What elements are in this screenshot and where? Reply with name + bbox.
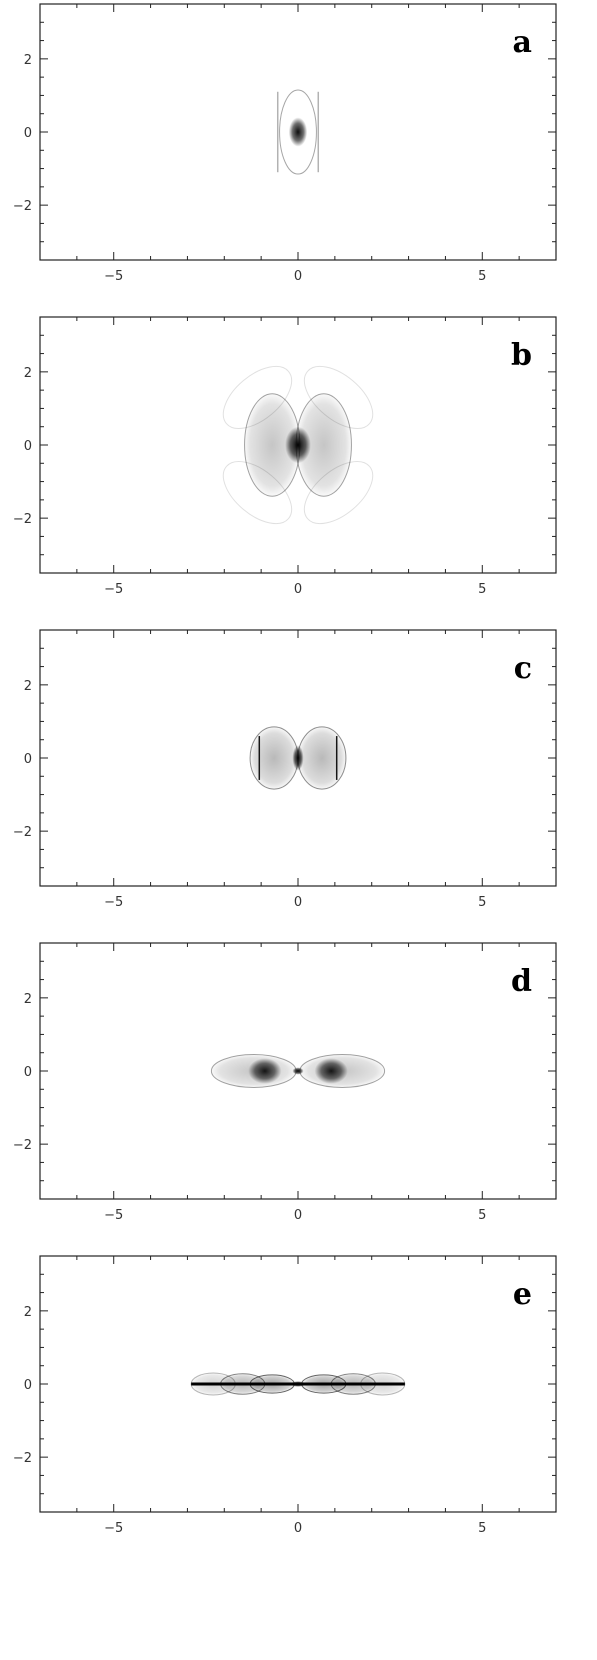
- y-tick-label: 2: [24, 53, 32, 68]
- x-tick-label: 0: [294, 1521, 302, 1536]
- caustic-core: [248, 1058, 282, 1084]
- panel-c: −5 0 5 2 0 −2 c: [13, 629, 557, 910]
- x-tick-label: 0: [294, 1208, 302, 1223]
- y-tick-label: 2: [24, 366, 32, 381]
- x-tick-label: 0: [294, 269, 302, 284]
- plot-content: [276, 89, 320, 175]
- y-tick-label: 2: [24, 1305, 32, 1320]
- x-tick-label: 5: [478, 1208, 486, 1223]
- x-tick-label: −5: [104, 1521, 123, 1536]
- y-tick-label: 0: [24, 439, 32, 454]
- panel-e: −5 0 5 2 0 −2 e: [13, 1255, 557, 1536]
- y-tick-label: −2: [13, 199, 32, 214]
- y-tick-label: −2: [13, 1138, 32, 1153]
- y-tick-label: −2: [13, 512, 32, 527]
- x-tick-label: 5: [478, 895, 486, 910]
- panel-letter: b: [511, 338, 532, 373]
- caustic-core: [292, 745, 304, 771]
- x-tick-label: 5: [478, 582, 486, 597]
- caustic-lobe: [297, 726, 347, 790]
- plot-content: [249, 726, 347, 790]
- x-tick-label: −5: [104, 1208, 123, 1223]
- x-tick-label: 0: [294, 582, 302, 597]
- x-tick-label: −5: [104, 269, 123, 284]
- y-tick-label: 2: [24, 679, 32, 694]
- panel-b: −5 0 5 2 0 −2 b: [13, 316, 557, 597]
- x-tick-label: 0: [294, 895, 302, 910]
- y-tick-label: −2: [13, 1451, 32, 1466]
- caustic-lobe: [249, 726, 299, 790]
- caustic-core: [288, 117, 308, 147]
- panel-a: −5 0 5 2 0 −2 a: [13, 3, 557, 284]
- panel-letter: a: [513, 25, 532, 60]
- caustic-core: [290, 1381, 306, 1387]
- caustic-core: [292, 1067, 304, 1075]
- caustic-outline: [279, 89, 317, 175]
- y-tick-label: 2: [24, 992, 32, 1007]
- panel-letter: d: [511, 964, 532, 999]
- y-tick-label: −2: [13, 825, 32, 840]
- panel-letter: e: [513, 1277, 532, 1312]
- x-tick-label: −5: [104, 895, 123, 910]
- y-tick-label: 0: [24, 126, 32, 141]
- y-tick-label: 0: [24, 752, 32, 767]
- plot-content: [222, 365, 374, 525]
- plot-content: [190, 1372, 406, 1396]
- caustic-core: [285, 426, 311, 464]
- caustic-core: [314, 1058, 348, 1084]
- panel-letter: c: [514, 651, 532, 686]
- panel-d: −5 0 5 2 0 −2 d: [13, 942, 557, 1223]
- x-tick-label: −5: [104, 582, 123, 597]
- y-tick-label: 0: [24, 1378, 32, 1393]
- x-tick-label: 5: [478, 269, 486, 284]
- x-tick-label: 5: [478, 1521, 486, 1536]
- y-tick-label: 0: [24, 1065, 32, 1080]
- plot-content: [210, 1054, 386, 1088]
